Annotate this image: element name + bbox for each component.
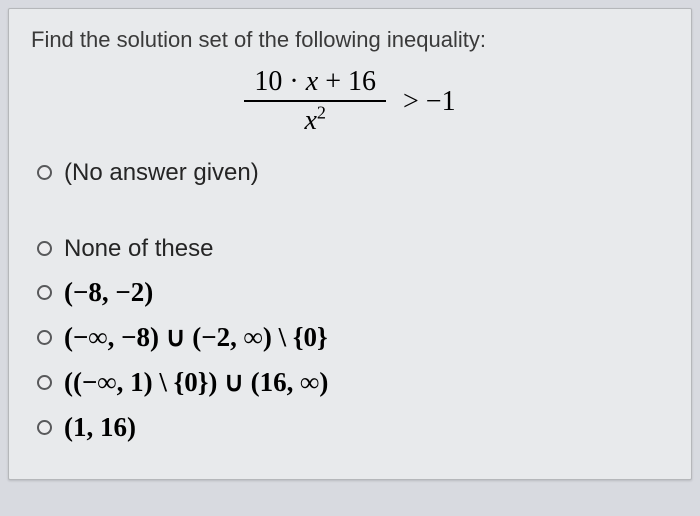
option-opt3[interactable]: ((−∞, 1) \ {0}) ∪ (16, ∞): [37, 367, 669, 398]
option-label: (1, 16): [64, 412, 136, 443]
option-opt1[interactable]: (−8, −2): [37, 277, 669, 308]
option-label: None of these: [64, 235, 213, 263]
option-label: (−∞, −8) ∪ (−2, ∞) \ {0}: [64, 322, 328, 353]
relation: >: [403, 86, 419, 117]
radio-icon[interactable]: [37, 375, 52, 390]
option-opt2[interactable]: (−∞, −8) ∪ (−2, ∞) \ {0}: [37, 322, 669, 353]
radio-icon[interactable]: [37, 241, 52, 256]
inequality-display: 10 · x + 16 x2 > −1: [31, 67, 669, 137]
question-prompt: Find the solution set of the following i…: [31, 27, 669, 53]
radio-icon[interactable]: [37, 330, 52, 345]
denominator-base: x: [304, 105, 316, 136]
option-label: (−8, −2): [64, 277, 153, 308]
option-no-answer[interactable]: (No answer given): [37, 159, 669, 187]
denominator-exp: 2: [317, 102, 326, 122]
question-card: Find the solution set of the following i…: [8, 8, 692, 480]
option-label: ((−∞, 1) \ {0}) ∪ (16, ∞): [64, 367, 328, 398]
fraction: 10 · x + 16 x2: [244, 67, 386, 137]
numerator-text: 10 · x + 16: [254, 66, 376, 97]
radio-icon[interactable]: [37, 165, 52, 180]
radio-icon[interactable]: [37, 285, 52, 300]
option-none[interactable]: None of these: [37, 235, 669, 263]
rhs: > −1: [393, 86, 456, 118]
numerator: 10 · x + 16: [244, 67, 386, 102]
rhs-value: −1: [426, 86, 456, 117]
denominator: x2: [244, 102, 386, 137]
options-list: (No answer given) None of these (−8, −2) (−…: [31, 159, 669, 443]
option-label: (No answer given): [64, 159, 259, 187]
option-opt4[interactable]: (1, 16): [37, 412, 669, 443]
radio-icon[interactable]: [37, 420, 52, 435]
